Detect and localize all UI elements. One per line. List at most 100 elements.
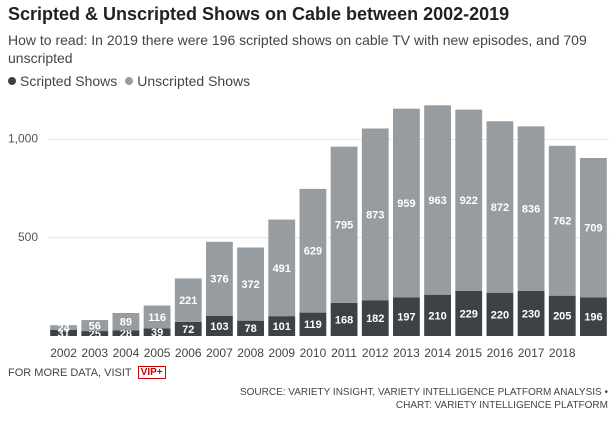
bar-segment <box>455 109 483 291</box>
bar-segment <box>174 321 202 336</box>
bar-segment <box>143 328 171 336</box>
bar-segment <box>517 290 545 336</box>
x-tick-label: 2012 <box>362 346 389 360</box>
value-label: 101 <box>273 321 291 333</box>
x-tick-label: 2017 <box>518 346 545 360</box>
value-label: 116 <box>148 312 166 324</box>
bar-segment <box>517 126 545 291</box>
value-label: 89 <box>120 317 132 329</box>
x-tick-label: 2014 <box>424 346 451 360</box>
x-tick-label: 2016 <box>487 346 514 360</box>
value-label: 959 <box>397 198 415 210</box>
bar-segment <box>206 241 233 316</box>
bar-segment <box>268 219 296 317</box>
bar-segment <box>548 295 576 336</box>
bar-segment <box>330 146 358 303</box>
bar-segment <box>424 105 451 295</box>
x-tick-label: 2010 <box>300 346 327 360</box>
x-tick-label: 2013 <box>393 346 420 360</box>
value-label: 220 <box>491 309 509 321</box>
chart-title: Scripted & Unscripted Shows on Cable bet… <box>8 4 510 24</box>
y-tick-label: 500 <box>18 230 38 244</box>
legend-swatch <box>125 77 134 85</box>
value-label: 210 <box>428 310 446 322</box>
x-tick-label: 2006 <box>175 346 202 360</box>
bar-segment <box>174 278 202 322</box>
x-tick-label: 2008 <box>237 346 264 360</box>
bar-segment <box>393 297 420 336</box>
value-label: 72 <box>182 324 194 336</box>
value-label: 795 <box>335 220 353 232</box>
bar-segment <box>548 145 576 296</box>
x-tick-label: 2003 <box>81 346 108 360</box>
x-tick-label: 2005 <box>144 346 171 360</box>
value-label: 221 <box>179 295 197 307</box>
source-line: SOURCE: VARIETY INSIGHT, VARIETY INTELLI… <box>239 387 608 398</box>
bar-segment <box>455 290 483 336</box>
value-label: 372 <box>241 279 259 291</box>
value-label: 168 <box>335 314 353 326</box>
x-tick-label: 2018 <box>549 346 576 360</box>
value-label: 376 <box>210 274 228 286</box>
bar-segment <box>393 108 420 298</box>
bar-segment <box>206 315 233 336</box>
vip-badge[interactable]: VIP+ <box>137 366 166 379</box>
bar-segment <box>580 158 607 298</box>
bar-segment <box>268 316 296 336</box>
bar-segment <box>486 121 514 293</box>
legend-label: Scripted Shows <box>20 73 118 89</box>
x-tick-label: 2015 <box>455 346 482 360</box>
value-label: 119 <box>304 319 322 331</box>
x-tick-label: 2004 <box>113 346 140 360</box>
bar-segment <box>361 128 389 301</box>
value-label: 230 <box>522 308 540 320</box>
x-tick-label: 2007 <box>206 346 233 360</box>
footer-visit: FOR MORE DATA, VISIT VIP+ <box>8 366 166 379</box>
bar-segment <box>143 305 171 329</box>
legend-item: Unscripted Shows <box>125 73 250 89</box>
value-label: 963 <box>428 195 446 207</box>
value-label: 182 <box>366 313 384 325</box>
legend-item: Scripted Shows <box>8 73 117 89</box>
value-label: 78 <box>244 323 256 335</box>
bar-segment <box>424 294 451 336</box>
value-label: 872 <box>491 202 509 214</box>
value-label: 629 <box>304 246 322 258</box>
value-label: 197 <box>397 312 415 324</box>
value-label: 25 <box>89 328 101 340</box>
bar-segment <box>486 292 514 336</box>
bar-segment <box>112 312 140 331</box>
value-label: 836 <box>522 203 540 215</box>
x-tick-label: 2009 <box>268 346 295 360</box>
value-label: 229 <box>460 308 478 320</box>
bar-segment <box>50 325 77 330</box>
value-label: 762 <box>553 216 571 228</box>
bar-segment <box>237 320 264 336</box>
bar-segment <box>580 297 607 336</box>
value-label: 56 <box>89 320 101 332</box>
bar-segment <box>361 300 389 336</box>
bar-segment <box>81 320 109 332</box>
value-label: 709 <box>584 223 602 235</box>
credit-line: CHART: VARIETY INTELLIGENCE PLATFORM <box>395 400 608 411</box>
value-label: 873 <box>366 209 384 221</box>
y-tick-label: 1,000 <box>8 132 38 146</box>
bar-segment <box>50 329 77 336</box>
value-label: 31 <box>57 328 69 340</box>
legend-swatch <box>8 77 16 85</box>
value-label: 39 <box>151 327 163 339</box>
value-label: 196 <box>584 312 602 324</box>
value-label: 491 <box>273 263 291 275</box>
bar-segment <box>299 312 327 336</box>
value-label: 922 <box>460 195 478 207</box>
bar-segment <box>330 302 358 336</box>
value-label: 24 <box>57 322 70 334</box>
chart-subtitle: How to read: In 2019 there were 196 scri… <box>8 32 587 66</box>
bar-segment <box>237 247 264 321</box>
x-tick-label: 2011 <box>331 346 357 360</box>
bar-segment <box>112 330 140 336</box>
source: SOURCE: VARIETY INSIGHT, VARIETY INTELLI… <box>240 386 608 412</box>
visit-text: FOR MORE DATA, VISIT <box>8 366 132 379</box>
